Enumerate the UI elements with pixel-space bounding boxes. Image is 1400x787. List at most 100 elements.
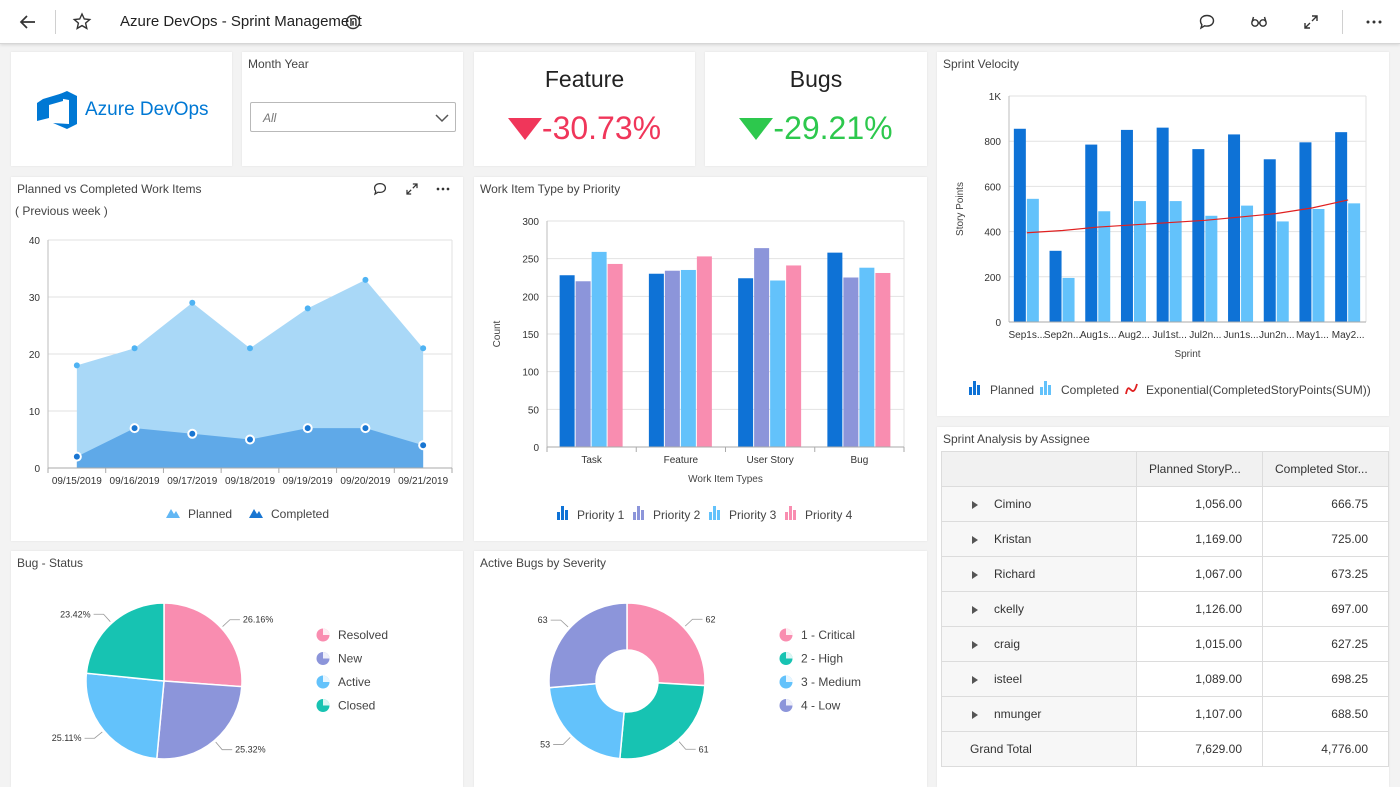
x-tick-label: Task (581, 455, 603, 466)
legend-bar-icon (637, 506, 640, 520)
slice-active (85, 672, 165, 760)
more-options-icon[interactable] (1362, 10, 1386, 34)
legend-label: Priority 3 (729, 508, 777, 522)
connector-line (550, 619, 569, 628)
completed-cell: 688.50 (1262, 696, 1389, 732)
assignee-name: Richard (994, 567, 1036, 581)
x-tick-label: 09/17/2019 (167, 476, 217, 487)
planned-cell: 1,056.00 (1136, 486, 1263, 522)
panel-title: Sprint Velocity (943, 57, 1020, 71)
bar (859, 267, 875, 447)
data-point (302, 423, 313, 434)
completed-cell: 697.00 (1262, 591, 1389, 627)
expand-row-icon[interactable] (972, 710, 978, 719)
bar (1348, 203, 1361, 322)
expand-row-icon[interactable] (972, 500, 978, 509)
legend-label: 1 - Critical (801, 628, 855, 642)
planned-cell: 1,067.00 (1136, 556, 1263, 592)
column-header[interactable]: Planned StoryP... (1136, 451, 1263, 487)
bar (1133, 201, 1146, 322)
bar (1263, 159, 1276, 322)
logo-text: Azure DevOps (85, 99, 209, 120)
panel-title: Sprint Analysis by Assignee (943, 432, 1090, 446)
more-options-icon[interactable] (431, 179, 455, 203)
data-point (189, 299, 196, 306)
assignee-panel: Sprint Analysis by Assignee Planned Stor… (937, 427, 1389, 787)
column-header[interactable]: Completed Stor... (1262, 451, 1389, 487)
y-tick-label: 200 (522, 292, 539, 303)
trendline (1026, 199, 1349, 234)
assignee-name: Cimino (994, 497, 1032, 511)
legend-label: Completed (1061, 383, 1119, 397)
comment-icon[interactable] (368, 179, 392, 203)
data-point (131, 345, 138, 352)
bar (738, 278, 754, 447)
y-tick-label: 800 (984, 137, 1001, 148)
data-label: 25.32% (235, 745, 266, 755)
back-arrow-icon[interactable] (16, 10, 40, 34)
bar (559, 275, 575, 447)
data-label: 62 (705, 614, 715, 624)
x-tick-label: 09/21/2019 (398, 476, 448, 487)
comment-icon[interactable] (1195, 10, 1219, 34)
down-triangle-icon (507, 118, 542, 140)
star-icon[interactable] (70, 10, 94, 34)
azure-devops-logo-icon (37, 91, 77, 129)
bar (1169, 201, 1182, 322)
bar (1026, 198, 1039, 322)
data-point (304, 305, 311, 312)
month-year-filter-panel: Month Year All (242, 52, 463, 166)
panel-subtitle: ( Previous week ) (15, 204, 108, 218)
expand-row-icon[interactable] (972, 570, 978, 579)
x-tick-label: May1... (1296, 330, 1329, 341)
assignee-cell: craig (941, 626, 1137, 662)
y-tick-label: 100 (522, 368, 539, 379)
expand-row-icon[interactable] (972, 640, 978, 649)
slice-4-low (548, 602, 628, 689)
bar (827, 252, 843, 447)
legend-label: Closed (338, 699, 375, 713)
table-header-row: Planned StoryP... Completed Stor... (941, 451, 1389, 487)
y-tick-label: 50 (528, 405, 540, 416)
legend-bar-icon (709, 512, 712, 520)
legend-area-icon (249, 509, 263, 518)
x-tick-label: Jun1s... (1224, 330, 1259, 341)
planned-cell: 1,089.00 (1136, 661, 1263, 697)
legend-pie-wedge (323, 675, 330, 682)
info-icon[interactable] (341, 10, 365, 34)
expand-row-icon[interactable] (972, 535, 978, 544)
x-tick-label: Aug1s... (1080, 330, 1117, 341)
x-tick-label: May2... (1332, 330, 1365, 341)
kpi-title: Feature (544, 66, 625, 92)
legend-bar-icon (565, 510, 568, 520)
legend-pie-wedge (786, 628, 793, 635)
assignee-cell: isteel (941, 661, 1137, 697)
x-tick-label: 09/16/2019 (110, 476, 160, 487)
y-tick-label: 30 (29, 293, 41, 304)
month-year-dropdown[interactable]: All (250, 102, 456, 132)
y-tick-label: 150 (522, 330, 539, 341)
assignee-name: nmunger (994, 707, 1042, 721)
expand-row-icon[interactable] (972, 605, 978, 614)
bug-status-pie-chart: 26.16% 25.32% 25.11% 23.42% Resolved New Activ… (52, 602, 388, 760)
data-point (362, 276, 369, 283)
data-label: 23.42% (60, 609, 91, 619)
expand-row-icon[interactable] (972, 675, 978, 684)
bar (1335, 132, 1348, 322)
slice-new (155, 680, 243, 760)
completed-cell: 698.25 (1262, 661, 1389, 697)
legend-trend-icon (1125, 383, 1138, 395)
y-tick-label: 0 (34, 464, 40, 475)
expand-icon[interactable] (400, 179, 424, 203)
expand-icon[interactable] (1299, 10, 1323, 34)
planned-total-cell: 7,629.00 (1136, 731, 1263, 767)
legend-label: Priority 4 (805, 508, 853, 522)
legend-bar-icon (1048, 385, 1051, 395)
legend-pie-wedge (786, 675, 793, 682)
x-tick-label: Sep2n... (1044, 330, 1081, 341)
bug-severity-panel: Active Bugs by Severity 62 61 53 63 1 - Crit… (474, 551, 927, 787)
x-tick-label: Aug2... (1118, 330, 1150, 341)
glasses-icon[interactable] (1247, 10, 1271, 34)
connector-line (93, 613, 111, 622)
x-tick-label: 09/19/2019 (283, 476, 333, 487)
